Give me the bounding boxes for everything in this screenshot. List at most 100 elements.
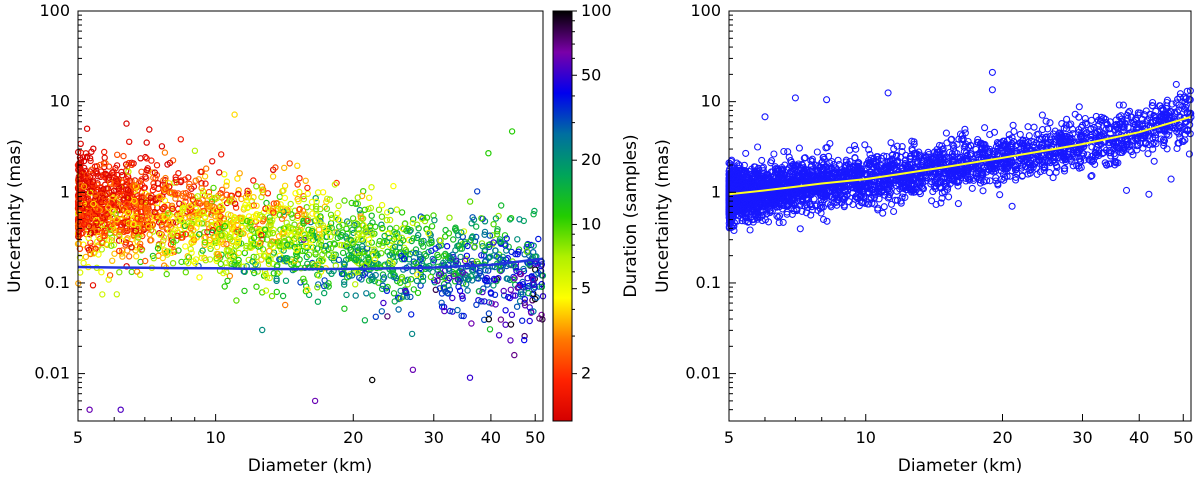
left-point xyxy=(457,253,464,261)
left-point xyxy=(419,273,427,280)
left-point xyxy=(521,332,528,340)
right-point xyxy=(861,141,869,149)
left-point xyxy=(508,311,516,318)
left-outlier-point xyxy=(511,351,518,359)
left-point xyxy=(113,291,121,298)
left-point xyxy=(481,298,488,305)
left-point xyxy=(469,214,476,221)
left-point xyxy=(332,262,339,269)
left-point xyxy=(108,242,115,249)
left-point xyxy=(270,270,277,277)
left-point xyxy=(328,224,335,232)
left-point xyxy=(429,255,436,263)
right-point xyxy=(1042,117,1050,125)
left-point xyxy=(317,238,324,245)
left-point xyxy=(343,291,350,299)
left-point xyxy=(412,259,420,267)
left-point xyxy=(387,207,394,214)
left-point xyxy=(323,205,331,212)
left-point xyxy=(223,178,231,185)
left-point xyxy=(464,273,471,280)
left-point xyxy=(132,247,139,254)
left-point xyxy=(292,257,299,264)
right-point xyxy=(770,150,778,158)
left-point xyxy=(182,269,189,276)
left-point xyxy=(202,165,210,172)
left-point xyxy=(296,174,303,182)
left-point xyxy=(427,273,435,281)
left-point xyxy=(475,288,483,295)
left-point xyxy=(223,240,230,248)
left-point xyxy=(90,145,97,152)
left-point xyxy=(230,197,237,204)
left-point xyxy=(413,221,421,228)
left-point xyxy=(312,194,319,202)
left-point xyxy=(202,180,209,187)
left-point xyxy=(481,231,488,238)
left-point xyxy=(122,227,129,235)
left-point xyxy=(361,317,369,324)
left-point xyxy=(478,215,485,222)
left-point xyxy=(449,294,456,302)
left-point xyxy=(111,250,118,257)
left-point xyxy=(159,241,166,248)
left-point xyxy=(493,230,501,238)
left-point xyxy=(161,247,169,254)
right-point xyxy=(981,124,989,132)
left-point xyxy=(300,195,308,203)
left-point xyxy=(243,197,251,204)
left-point xyxy=(198,220,206,227)
left-point xyxy=(507,321,515,328)
left-point xyxy=(234,175,241,182)
left-point xyxy=(532,266,539,273)
left-point xyxy=(507,214,515,222)
left-point xyxy=(286,160,293,167)
left-point xyxy=(173,179,180,186)
left-point xyxy=(125,253,133,260)
left-point xyxy=(288,211,295,218)
left-point xyxy=(361,206,368,213)
left-point xyxy=(224,277,231,285)
left-point xyxy=(185,191,193,199)
left-point xyxy=(473,233,480,241)
left-point xyxy=(209,207,216,214)
left-point xyxy=(289,214,296,222)
left-point xyxy=(466,198,474,205)
left-point xyxy=(205,188,213,196)
left-point xyxy=(425,229,432,237)
right-point xyxy=(1046,119,1054,127)
left-point xyxy=(234,237,242,244)
left-point xyxy=(82,167,90,175)
left-point xyxy=(386,216,394,224)
left-point xyxy=(163,270,170,278)
left-point xyxy=(187,231,194,238)
left-point xyxy=(343,243,351,250)
left-point xyxy=(478,252,485,259)
left-point xyxy=(483,274,490,282)
left-point xyxy=(485,267,492,274)
left-point xyxy=(231,200,239,207)
left-point xyxy=(85,234,92,242)
left-point xyxy=(338,270,346,278)
left-point xyxy=(530,308,537,315)
left-point xyxy=(327,211,335,218)
left-point xyxy=(325,225,332,233)
left-point xyxy=(240,230,247,237)
left-point xyxy=(379,271,387,278)
right-point xyxy=(1016,130,1024,138)
left-point xyxy=(468,234,476,241)
left-point xyxy=(363,290,370,297)
left-point xyxy=(118,171,126,179)
left-point xyxy=(375,279,382,286)
right-point xyxy=(1025,132,1033,140)
right-point xyxy=(996,191,1004,199)
left-point xyxy=(485,316,492,323)
left-point xyxy=(244,187,251,194)
left-point xyxy=(98,269,105,276)
left-point xyxy=(76,154,84,161)
left-point xyxy=(226,272,234,280)
left-point xyxy=(314,298,322,305)
left-point xyxy=(116,228,123,236)
left-point xyxy=(294,162,301,169)
left-point xyxy=(497,316,505,323)
